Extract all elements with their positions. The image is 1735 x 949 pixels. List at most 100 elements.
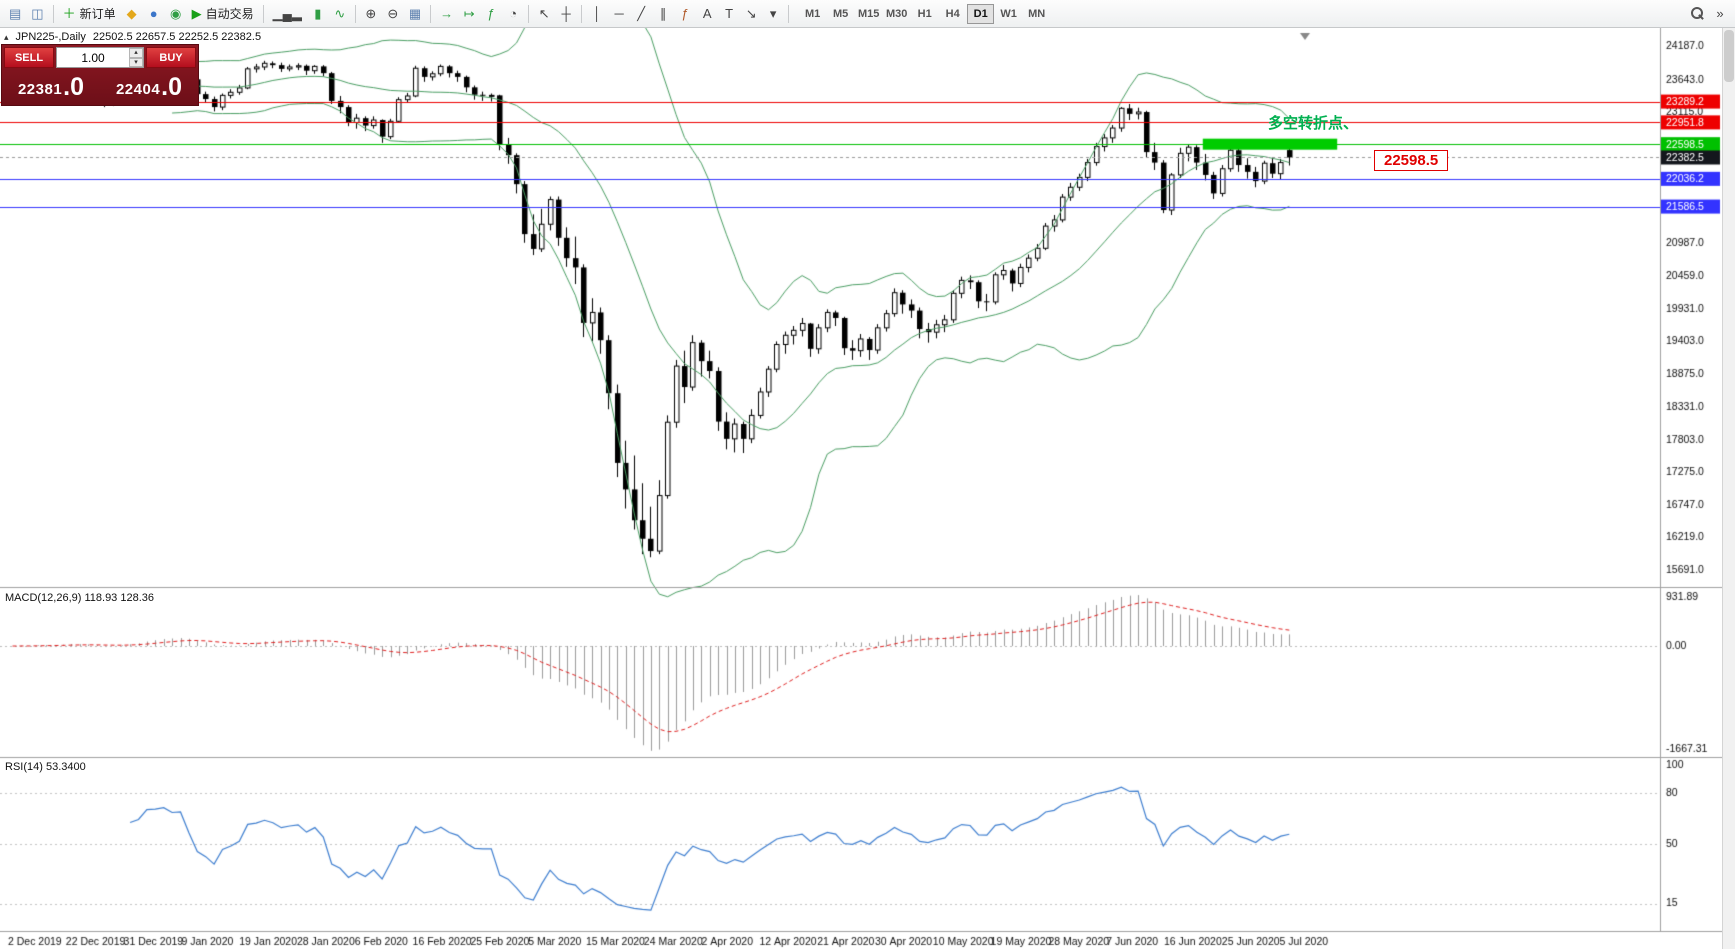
toolbar-items: ▤ ◫ ＋新订单 ◆ ● ◉ ▶ 自动交易 ▁▄▂ ▮ ∿ ⊕ ⊖ ▦ → ↦ ƒ ◔ ↖ ┼ │ ─ ╱ ∥ ƒ A T ↘ ▾ (4, 3, 793, 25)
cursor-icon[interactable]: ↖ (533, 3, 555, 25)
toolbar-separator (52, 4, 54, 23)
sell-price-base: 22381 (17, 81, 63, 99)
refresh-icon[interactable]: ◉ (165, 3, 187, 25)
zoom-out-icon: ⊖ (387, 6, 399, 21)
timeframe-w1-button[interactable]: W1 (995, 4, 1022, 24)
toolbar-separator (788, 4, 790, 23)
timeframe-mn-button[interactable]: MN (1023, 4, 1050, 24)
toolbar-right: » (1686, 3, 1731, 25)
trendline-icon: ╱ (637, 6, 646, 21)
candlestick-chart-icon: ▮ (314, 6, 322, 21)
indicators-icon[interactable]: ƒ (480, 3, 502, 25)
channel-icon: ∥ (659, 6, 667, 21)
fibonacci-icon[interactable]: ƒ (674, 3, 696, 25)
buy-price: 22404.0 (100, 70, 198, 103)
scrollbar-thumb[interactable] (1724, 30, 1734, 82)
indicators-icon: ƒ (487, 6, 495, 21)
ohlc-values: 22502.5 22657.5 22252.5 22382.5 (92, 31, 262, 43)
toolbar-separator (262, 4, 264, 23)
annotation-turning-point-text[interactable]: 多空转折点、 (1268, 115, 1359, 132)
auto-scroll-icon[interactable]: → (435, 3, 458, 25)
fibonacci-icon: ƒ (681, 6, 689, 21)
crosshair-icon[interactable]: ┼ (555, 3, 577, 25)
search-icon[interactable] (1686, 3, 1709, 25)
period-icon[interactable]: ◔ (502, 3, 524, 25)
trade-panel-prices: 22381.0 22404.0 (2, 70, 198, 103)
magnifier-glyph (1691, 7, 1704, 20)
chart-window: ▴ JPN225-,Daily 22502.5 22657.5 22252.5 … (0, 28, 1735, 949)
buy-button[interactable]: BUY (146, 47, 196, 68)
new-order-icon: ＋ (62, 6, 76, 21)
auto-scroll-icon: → (440, 6, 454, 21)
arrows-icon: ↘ (745, 6, 757, 21)
toolbar: ▤ ◫ ＋新订单 ◆ ● ◉ ▶ 自动交易 ▁▄▂ ▮ ∿ ⊕ ⊖ ▦ → ↦ ƒ ◔ ↖ ┼ │ ─ ╱ ∥ ƒ A T ↘ ▾ M1… (0, 0, 1735, 28)
arrows-icon[interactable]: ↘ (740, 3, 762, 25)
timeframe-d1-button[interactable]: D1 (967, 3, 995, 24)
volume-up-button[interactable]: ▴ (129, 48, 143, 58)
tile-windows-icon[interactable]: ▦ (404, 3, 426, 25)
deposit-icon[interactable]: ◆ (121, 3, 143, 25)
volume-input[interactable] (57, 48, 129, 67)
toolbar-separator (354, 4, 356, 23)
tile-windows-icon: ▦ (408, 6, 422, 21)
charts-window-icon: ▤ (9, 6, 22, 21)
autotrading-button-label: 自动交易 (205, 7, 254, 21)
macd-indicator-label: MACD(12,26,9) 118.93 128.36 (5, 592, 154, 604)
trendline-icon[interactable]: ╱ (630, 3, 652, 25)
chart-shift-icon[interactable]: ↦ (458, 3, 480, 25)
sell-price: 22381.0 (2, 70, 100, 103)
zoom-out-icon[interactable]: ⊖ (382, 3, 404, 25)
one-click-trading-panel: SELL ▴ ▾ BUY 22381.0 22404.0 (1, 44, 199, 106)
text-label-icon[interactable]: T (718, 3, 740, 25)
line-chart-icon[interactable]: ∿ (329, 3, 351, 25)
timeframe-m30-button[interactable]: M30 (883, 4, 910, 24)
bar-chart-icon: ▁▄▂ (272, 6, 302, 21)
buy-price-pips: .0 (161, 73, 183, 102)
annotation-price-tag[interactable]: 22598.5 (1374, 150, 1449, 171)
cursor-icon: ↖ (538, 6, 550, 21)
vertical-scrollbar[interactable] (1722, 28, 1735, 949)
buy-price-base: 22404 (115, 81, 161, 99)
shapes-dropdown-icon[interactable]: ▾ (762, 3, 784, 25)
text-icon[interactable]: A (696, 3, 718, 25)
timeframe-h1-button[interactable]: H1 (911, 4, 938, 24)
timeframe-m1-button[interactable]: M1 (799, 4, 826, 24)
zoom-in-icon[interactable]: ⊕ (360, 3, 382, 25)
horizontal-line-icon[interactable]: ─ (608, 3, 630, 25)
symbol-period-label: JPN225-,Daily (15, 31, 86, 43)
volume-spinner: ▴ ▾ (129, 48, 143, 67)
vertical-line-icon[interactable]: │ (586, 3, 608, 25)
volume-down-button[interactable]: ▾ (129, 57, 143, 67)
community-icon: ● (149, 6, 158, 21)
sell-price-pips: .0 (63, 73, 85, 102)
profiles-icon[interactable]: ◫ (26, 3, 48, 25)
period-icon: ◔ (509, 6, 518, 21)
sell-button[interactable]: SELL (4, 47, 54, 68)
chart-info-line: ▴ JPN225-,Daily 22502.5 22657.5 22252.5 … (4, 31, 261, 43)
channel-icon[interactable]: ∥ (652, 3, 674, 25)
autotrading-button[interactable]: ▶ 自动交易 (187, 3, 259, 25)
toolbar-separator (528, 4, 530, 23)
horizontal-line-icon: ─ (614, 6, 624, 21)
community-icon[interactable]: ● (143, 3, 165, 25)
timeframe-m15-button[interactable]: M15 (855, 4, 882, 24)
toolbar-separator (581, 4, 583, 23)
charts-window-icon[interactable]: ▤ (4, 3, 26, 25)
toolbar-overflow-icon[interactable]: » (1709, 3, 1731, 25)
line-chart-icon: ∿ (334, 6, 346, 21)
text-label-icon: T (725, 6, 734, 21)
timeframe-m5-button[interactable]: M5 (827, 4, 854, 24)
shapes-dropdown-icon: ▾ (769, 6, 777, 21)
new-order-button[interactable]: ＋新订单 (58, 3, 121, 25)
bar-chart-icon[interactable]: ▁▄▂ (268, 3, 307, 25)
vertical-line-icon: │ (593, 6, 602, 21)
deposit-icon: ◆ (126, 6, 137, 21)
timeframe-toolbar: M1 M5 M15 M30 H1 H4 D1 W1 MN (799, 3, 1051, 24)
chart-canvas[interactable] (0, 28, 1722, 949)
trade-panel-controls: SELL ▴ ▾ BUY (2, 45, 198, 70)
timeframe-h4-button[interactable]: H4 (939, 4, 966, 24)
candlestick-chart-icon[interactable]: ▮ (307, 3, 329, 25)
toolbar-overflow-icon: » (1716, 6, 1724, 21)
toolbar-separator (430, 4, 432, 23)
one-click-collapse-icon[interactable]: ▴ (4, 31, 9, 42)
